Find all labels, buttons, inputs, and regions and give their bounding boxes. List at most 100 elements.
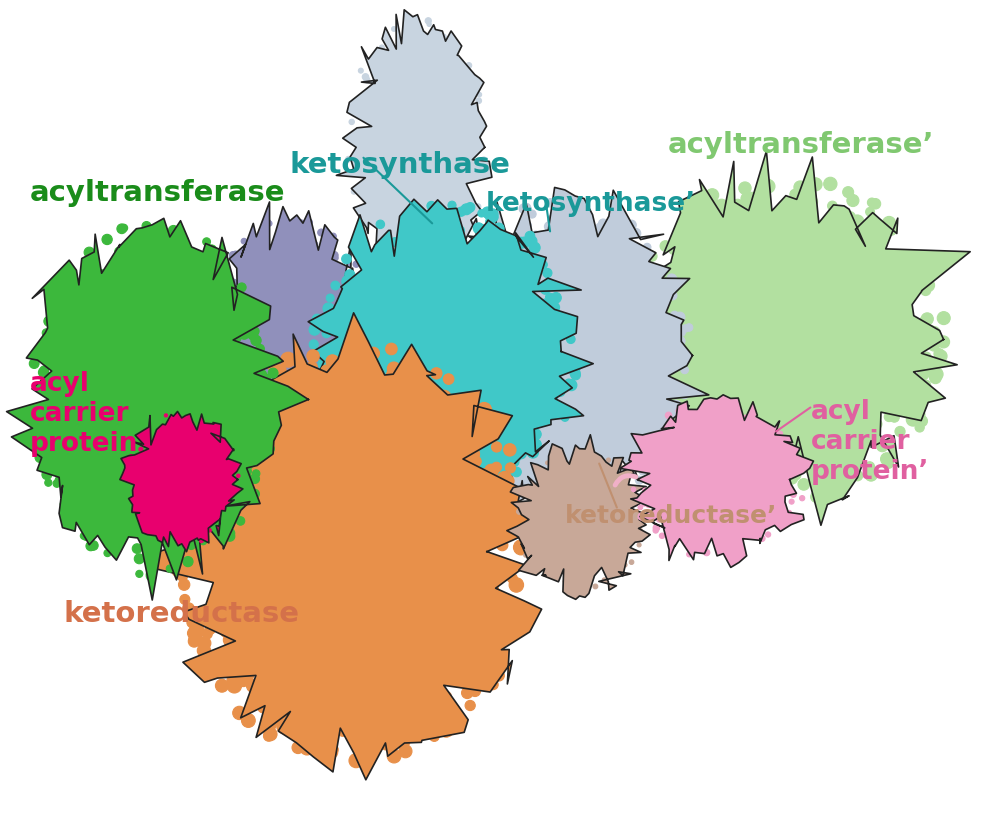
Circle shape [715,199,728,212]
Circle shape [277,718,287,728]
Circle shape [229,431,243,444]
Circle shape [375,612,388,625]
Circle shape [444,408,455,420]
Circle shape [473,414,481,422]
Circle shape [620,402,630,412]
Circle shape [788,442,792,446]
Circle shape [178,521,187,531]
Circle shape [81,302,90,311]
Circle shape [196,388,204,396]
Circle shape [473,222,484,234]
Circle shape [434,222,440,227]
Circle shape [444,121,448,126]
Circle shape [485,465,497,476]
Circle shape [440,34,446,40]
Circle shape [158,454,161,457]
Circle shape [330,315,338,324]
Circle shape [456,333,466,344]
Circle shape [706,189,719,201]
Circle shape [442,415,450,422]
Circle shape [773,382,784,393]
Circle shape [415,619,425,629]
Circle shape [330,417,341,428]
Circle shape [870,199,881,209]
Circle shape [513,540,529,555]
Circle shape [637,303,645,311]
Circle shape [667,379,678,390]
Circle shape [811,349,821,359]
Circle shape [150,512,154,515]
Circle shape [648,333,657,342]
Circle shape [930,368,943,381]
Circle shape [515,381,526,392]
Circle shape [126,351,134,359]
Circle shape [136,570,143,577]
Circle shape [294,608,304,619]
Circle shape [264,393,272,400]
Circle shape [298,447,309,458]
Circle shape [232,378,240,386]
Circle shape [85,264,94,274]
Circle shape [269,404,283,418]
Circle shape [243,368,253,378]
Circle shape [450,460,459,469]
Circle shape [457,436,466,445]
Circle shape [213,445,227,459]
Circle shape [45,360,52,367]
Circle shape [579,245,587,253]
Circle shape [263,218,271,227]
Circle shape [641,520,645,524]
Circle shape [349,424,359,434]
Circle shape [131,356,141,367]
Circle shape [536,418,545,427]
Circle shape [639,412,649,421]
Circle shape [294,663,305,675]
Circle shape [377,496,392,510]
Circle shape [755,424,768,437]
Circle shape [466,416,475,425]
Circle shape [133,444,141,452]
Circle shape [428,392,439,402]
Circle shape [135,520,143,527]
Circle shape [405,152,410,156]
Circle shape [400,600,411,611]
Circle shape [562,359,570,367]
Circle shape [688,413,693,419]
Circle shape [387,749,401,763]
Circle shape [721,410,731,421]
Circle shape [291,698,303,711]
Circle shape [679,504,686,511]
Circle shape [508,466,518,475]
Circle shape [631,309,638,316]
Circle shape [275,456,282,462]
Circle shape [479,246,486,253]
Circle shape [352,355,357,360]
Circle shape [305,460,319,474]
Circle shape [104,549,111,557]
Circle shape [434,313,442,321]
Circle shape [364,674,378,688]
Circle shape [378,383,391,395]
Circle shape [567,339,574,346]
Circle shape [92,377,102,387]
Circle shape [624,306,633,315]
Circle shape [406,716,416,726]
Circle shape [122,293,130,301]
Circle shape [667,274,677,284]
Circle shape [225,637,240,651]
Circle shape [365,679,375,689]
Circle shape [346,348,358,361]
Circle shape [652,510,659,517]
Circle shape [341,456,349,463]
Circle shape [884,412,894,421]
Circle shape [107,359,116,368]
Circle shape [309,280,314,285]
Circle shape [843,314,854,324]
Circle shape [531,336,542,346]
Circle shape [253,596,266,610]
Circle shape [693,423,706,435]
Circle shape [156,228,166,238]
Circle shape [215,545,226,557]
Circle shape [266,720,276,730]
Circle shape [97,304,104,311]
